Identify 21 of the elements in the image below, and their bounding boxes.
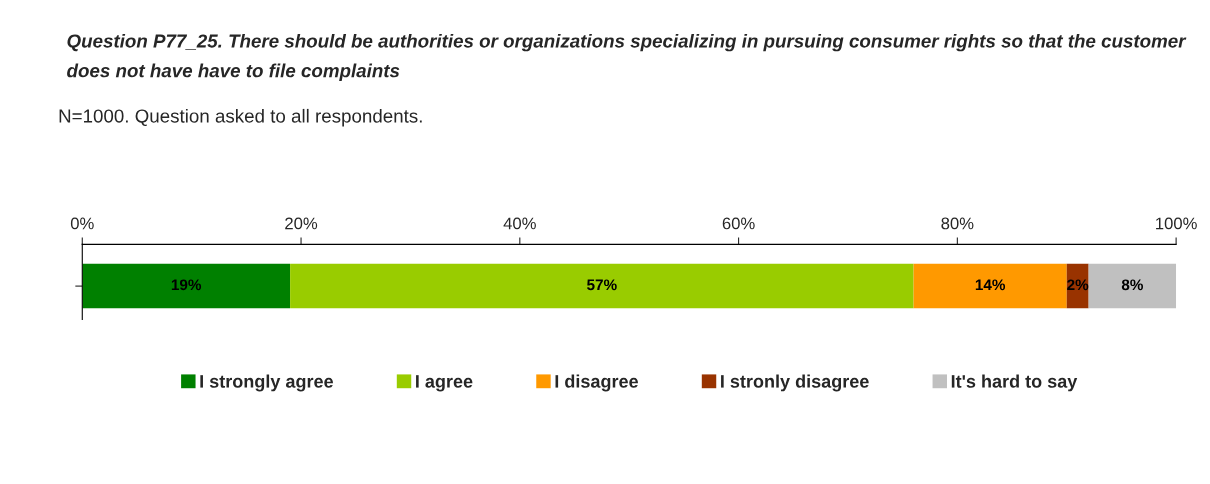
x-tick-label: 0% — [70, 217, 94, 230]
legend-label: It's hard to say — [951, 374, 1078, 392]
bar — [290, 263, 914, 309]
legend-label: I stronly disagree — [721, 374, 869, 392]
x-tick-label: 80% — [941, 217, 974, 230]
x-tick-label: 100% — [1156, 217, 1197, 230]
x-tick-label: 20% — [285, 217, 318, 230]
chart-subtitle: N=1000. Question asked to all respondents. — [59, 108, 422, 127]
legend-label: I strongly agree — [200, 374, 333, 392]
x-tick-label: 60% — [722, 217, 755, 230]
bar — [82, 263, 291, 309]
data-label: 57% — [587, 279, 617, 291]
chart-title: Question P77_25. There should be authorities or organizations specializing in pursuing consumer rights so that the customer does not have have to file complaints — [67, 33, 1187, 82]
bar — [913, 263, 1067, 309]
data-label: 8% — [1121, 279, 1143, 291]
x-tick-label: 40% — [503, 217, 536, 230]
legend-label: I disagree — [555, 374, 638, 392]
bar — [1088, 263, 1177, 309]
data-label: 19% — [171, 279, 202, 291]
legend-label: I agree — [416, 375, 473, 392]
data-label: 14% — [975, 279, 1006, 291]
